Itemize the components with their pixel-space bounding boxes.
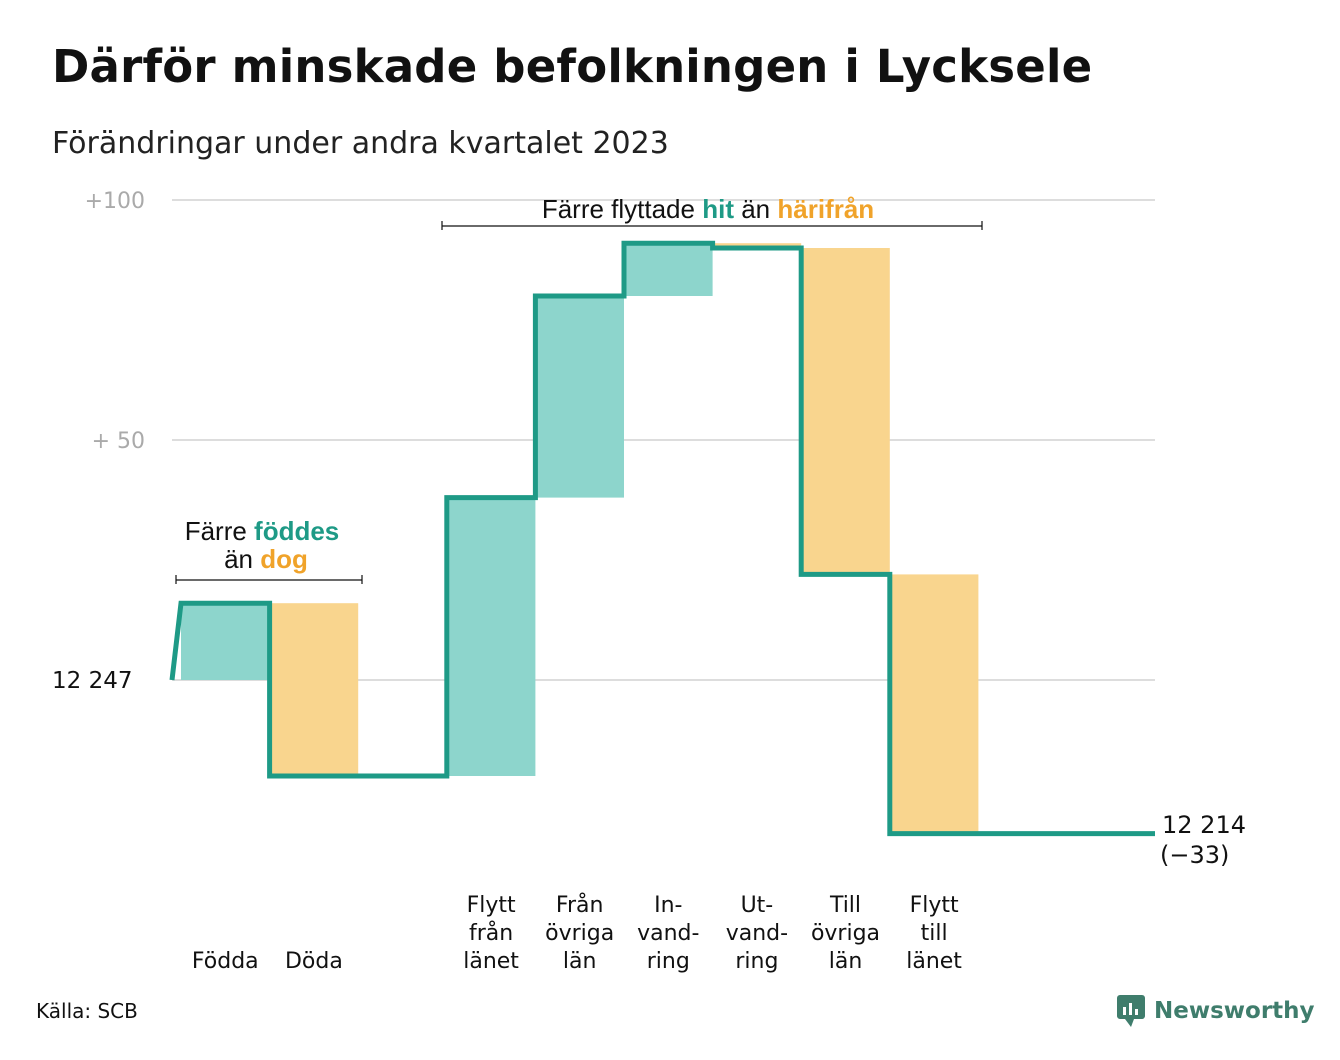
category-label: vand-	[637, 921, 699, 946]
category-label: län	[829, 949, 863, 974]
bar-out	[889, 574, 979, 834]
category-label: länet	[463, 949, 519, 974]
newsworthy-logo-icon	[1117, 995, 1145, 1027]
bar-in	[535, 296, 624, 498]
category-label: vand-	[726, 921, 788, 946]
annotation-births-line2: än dog	[224, 544, 308, 574]
bar-in	[446, 497, 536, 776]
brand-logo: Newsworthy	[1116, 994, 1315, 1028]
chart-subtitle: Förändringar under andra kvartalet 2023	[52, 126, 669, 161]
category-label: Ut-	[741, 893, 774, 918]
category-label: Födda	[192, 949, 259, 974]
category-label: Flytt	[467, 893, 516, 918]
y-tick-label: + 50	[92, 429, 145, 454]
bar-out	[269, 603, 359, 776]
category-label: Flytt	[910, 893, 959, 918]
brand-name: Newsworthy	[1154, 998, 1315, 1024]
category-label: Från	[556, 892, 604, 918]
chart-title: Därför minskade befolkningen i Lycksele	[52, 40, 1093, 93]
category-label: Döda	[285, 949, 343, 974]
category-label: till	[921, 921, 948, 946]
source-note: Källa: SCB	[36, 999, 138, 1023]
category-label: från	[469, 920, 513, 946]
y-tick-label: +100	[85, 189, 145, 214]
category-label: länet	[906, 949, 962, 974]
bar-out	[801, 248, 890, 575]
category-label: övriga	[545, 921, 614, 946]
annotation-moves: Färre flyttade hit än härifrån	[542, 194, 874, 224]
category-label: ring	[647, 949, 690, 974]
end-change-label: (−33)	[1160, 841, 1229, 869]
category-label: övriga	[811, 921, 880, 946]
bar-in	[181, 603, 270, 680]
category-label: ring	[735, 949, 778, 974]
annotation-births-bracket	[175, 575, 363, 584]
annotation-moves-bracket	[441, 221, 983, 230]
start-value-label: 12 247	[52, 668, 132, 694]
category-label: län	[563, 949, 597, 974]
bar-in	[624, 243, 713, 296]
annotation-births-line1: Färre föddes	[185, 516, 340, 546]
cumulative-step-line	[169, 240, 1155, 837]
end-value-label: 12 214	[1162, 811, 1246, 839]
category-label: Till	[829, 893, 861, 918]
category-label: In-	[654, 893, 682, 918]
